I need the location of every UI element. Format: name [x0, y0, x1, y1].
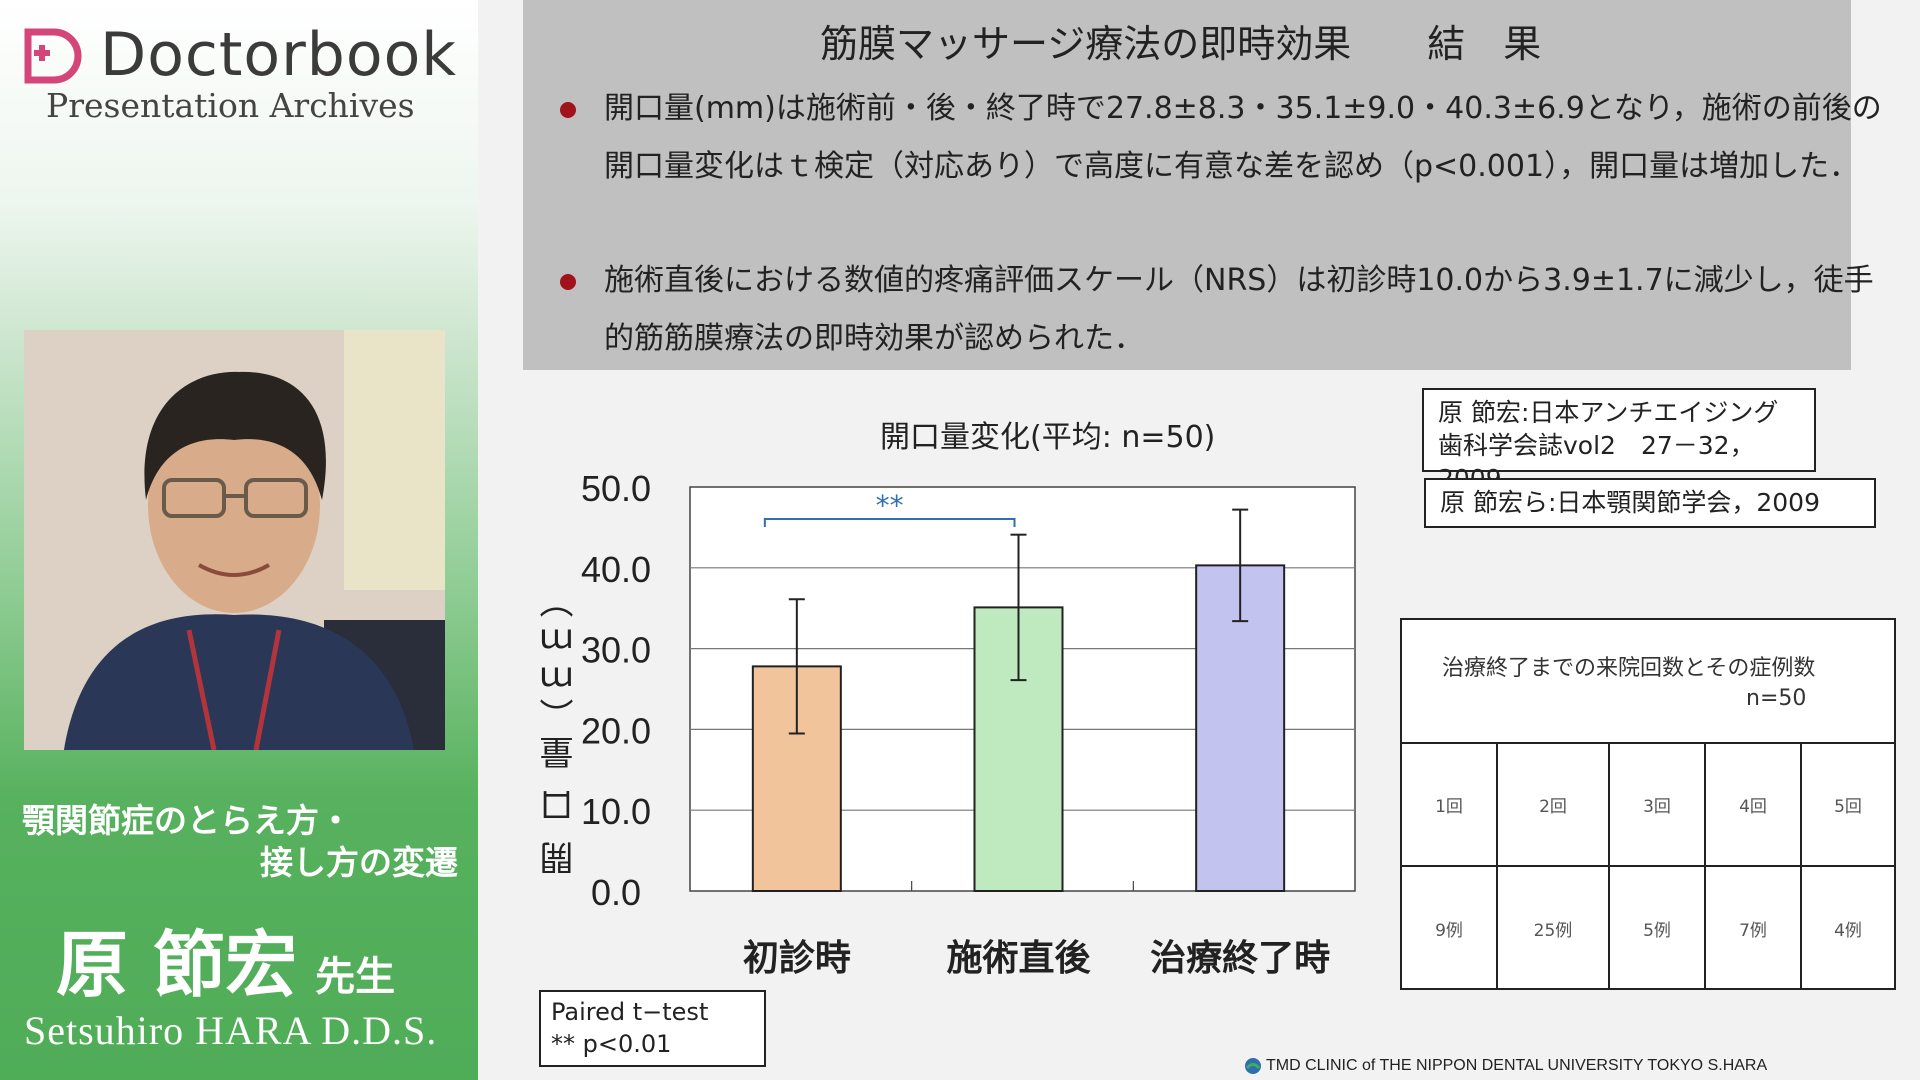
table-caption: 治療終了までの来院回数とその症例数 n=50 [1402, 620, 1894, 744]
y-tick-label: 40.0 [581, 549, 651, 590]
chart-title: 開口量変化(平均: n=50) [880, 420, 1216, 455]
bullet-dot-icon [560, 102, 576, 118]
significance-bracket [763, 518, 1016, 527]
reference-line: 原 節宏:日本アンチエイジング [1438, 398, 1779, 427]
table-header-cell: 1回 [1402, 744, 1498, 865]
table-cell: 5例 [1610, 867, 1706, 990]
talk-title-line2: 接し方の変遷 [260, 843, 458, 882]
y-tick-label: 30.0 [581, 630, 651, 671]
doctorbook-logo-icon [24, 28, 82, 84]
table-cell: 9例 [1402, 867, 1498, 990]
bar-chart: 0.0 10.0 20.0 30.0 40.0 50.0 初診時 施術直後 治療終了時 ** [581, 468, 1356, 979]
table-header-cell: 5回 [1834, 797, 1862, 817]
bullet-dot-icon [560, 274, 576, 290]
speaker-name-kanji: 原 節宏 [56, 922, 298, 1007]
speaker-honorific: 先生 [315, 953, 396, 1000]
footer-text: TMD CLINIC of THE NIPPON DENTAL UNIVERSI… [1266, 1057, 1768, 1074]
talk-title-line1: 顎関節症のとらえ方・ [22, 801, 352, 840]
significance-label: ** [876, 489, 904, 522]
table-header-cell: 3回 [1610, 744, 1706, 865]
clinic-logo-icon [1245, 1057, 1261, 1074]
y-tick-label: 10.0 [581, 791, 651, 832]
logo-name: Doctorbook [100, 20, 458, 90]
y-tick-label: 20.0 [581, 710, 651, 751]
x-tick-label: 施術直後 [946, 938, 1091, 979]
speaker-portrait [24, 330, 445, 750]
table-cell: 4例 [1834, 921, 1862, 941]
table-header-cell: 4回 [1706, 744, 1802, 865]
table-row: 9例 25例 5例 7例 4例 [1402, 867, 1894, 990]
table-cell: 25例 [1498, 867, 1610, 990]
y-tick-label: 0.0 [591, 872, 641, 913]
reference-box: 原 節宏:日本アンチエイジング 歯科学会誌vol2 27－32，2009 [1422, 388, 1816, 493]
table-header-row: 1回 2回 3回 4回 5回 [1402, 744, 1894, 867]
y-tick-label: 50.0 [581, 468, 651, 509]
x-tick-label: 治療終了時 [1150, 938, 1330, 979]
visit-count-table: 治療終了までの来院回数とその症例数 n=50 1回 2回 3回 4回 5回 9例… [1400, 618, 1896, 990]
speaker-panel: Doctorbook Presentation Archives 顎関節症のとら… [0, 0, 478, 1080]
bullet-text: 開口量(mm)は施術前・後・終了時で27.8±8.3・35.1±9.0・40.3… [604, 91, 1882, 184]
reference-box: 原 節宏ら:日本顎関節学会，2009 [1424, 478, 1876, 528]
table-header-cell: 2回 [1498, 744, 1610, 865]
statistics-note: Paired t−test ** p<0.01 [539, 990, 766, 1067]
logo-subtitle: Presentation Archives [46, 86, 415, 125]
slide-footer: TMD CLINIC of THE NIPPON DENTAL UNIVERSI… [1244, 1054, 1767, 1078]
slide-title: 筋膜マッサージ療法の即時効果 結 果 [820, 22, 1542, 66]
speaker-name-roman: Setsuhiro HARA D.D.S. [24, 1008, 438, 1053]
summary-box [523, 0, 1851, 370]
table-caption-n: n=50 [1746, 686, 1807, 711]
x-tick-label: 初診時 [743, 938, 851, 979]
stat-significance: ** p<0.01 [551, 1030, 672, 1058]
reference-line: 原 節宏ら:日本顎関節学会，2009 [1440, 488, 1820, 517]
table-caption-title: 治療終了までの来院回数とその症例数 [1442, 656, 1816, 681]
stat-test-name: Paired t−test [551, 998, 709, 1026]
talk-title: 顎関節症のとらえ方・ 接し方の変遷 [22, 800, 458, 884]
speaker-name: 原 節宏 先生 [56, 925, 395, 1017]
table-cell: 7例 [1706, 867, 1802, 990]
bullet-text: 施術直後における数値的疼痛評価スケール（NRS）は初診時10.0から3.9±1.… [604, 263, 1874, 356]
